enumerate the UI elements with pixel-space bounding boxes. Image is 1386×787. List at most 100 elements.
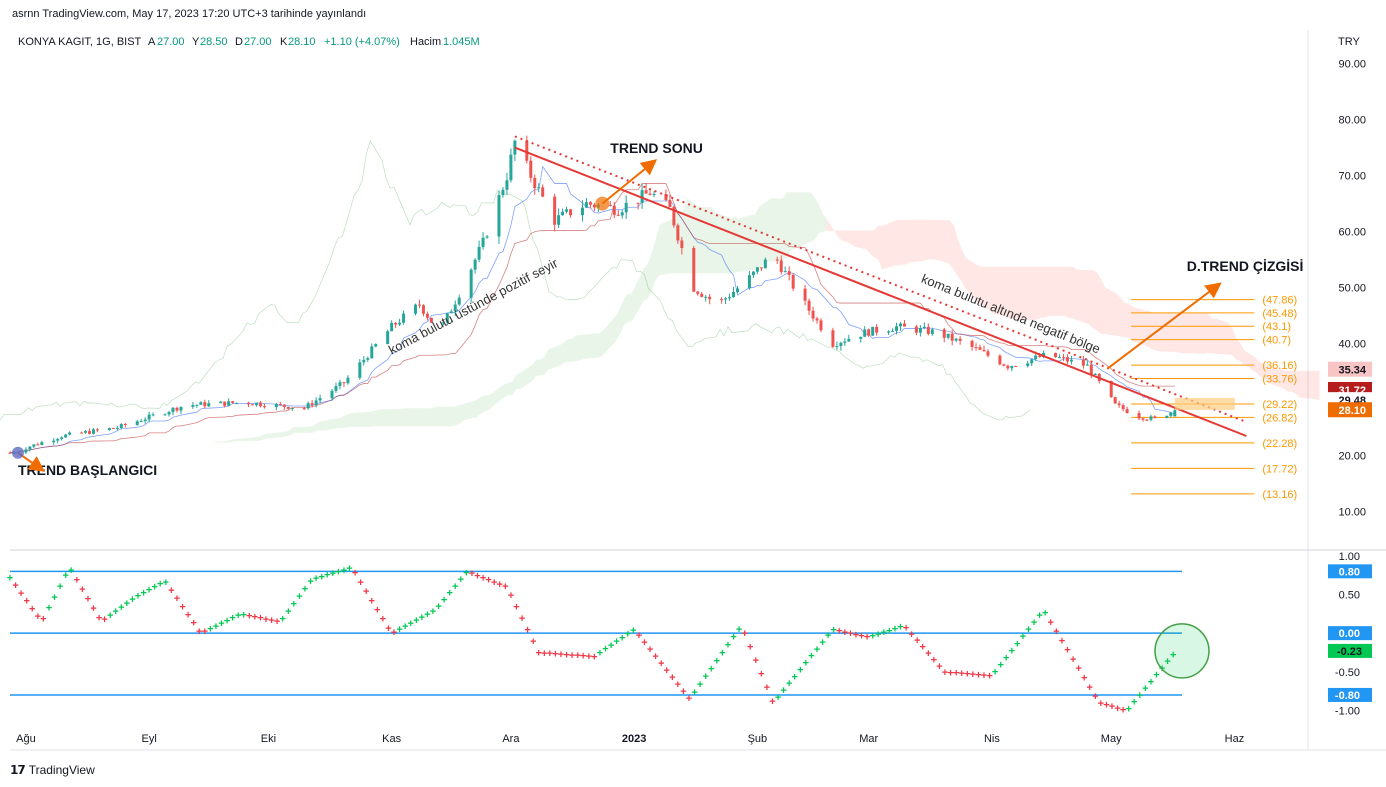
osc-plus-down: + <box>174 593 180 605</box>
osc-plus-up: + <box>241 609 247 621</box>
osc-plus-up: + <box>725 640 731 652</box>
osc-plus-down: + <box>480 573 486 585</box>
candle-down <box>80 432 84 434</box>
candle-down <box>1137 413 1141 419</box>
osc-plus-up: + <box>218 618 224 630</box>
candle-down <box>636 202 640 204</box>
legend-high-value: 28.50 <box>200 36 228 48</box>
candle-up <box>163 414 167 416</box>
osc-plus-down: + <box>541 648 547 660</box>
footer-brand[interactable]: 𝟭𝟳 TradingView <box>10 763 95 777</box>
time-axis[interactable]: Ağu Eyl Eki Kas Ara 2023 Şub Mar Nis May Haz <box>16 733 1244 745</box>
osc-plus-up: + <box>897 622 903 634</box>
candle-up <box>839 342 843 347</box>
osc-plus-down: + <box>190 618 196 630</box>
candle-up <box>290 407 294 409</box>
legend-close-value: 28.10 <box>288 36 316 48</box>
candle-up <box>107 428 111 431</box>
candle-up <box>899 323 903 327</box>
candle-down <box>533 177 537 189</box>
osc-plus-up: + <box>825 630 831 642</box>
downtrend-line <box>514 146 1247 437</box>
candle-down <box>815 318 819 321</box>
candle-down <box>970 340 974 348</box>
candle-down <box>958 338 962 341</box>
osc-plus-up: + <box>786 678 792 690</box>
osc-plus-up: + <box>324 570 330 582</box>
candle-up <box>505 180 509 190</box>
currency-label: TRY <box>1338 36 1360 48</box>
ichimoku-cloud <box>154 192 1320 453</box>
legend-open-value: 27.00 <box>157 36 185 48</box>
time-tick-label: Eyl <box>142 733 157 745</box>
candle-down <box>1081 359 1085 366</box>
fib-level-label: (26.82) <box>1262 412 1297 424</box>
price-tick-label: 40.00 <box>1338 339 1366 351</box>
osc-plus-up: + <box>291 598 297 610</box>
annotation-positive-zone: koma bulutu üstünde pozitif seyir <box>386 255 561 357</box>
price-tick-label: 90.00 <box>1338 59 1366 71</box>
osc-plus-up: + <box>318 571 324 583</box>
candle-down <box>807 300 811 311</box>
candle-down <box>1121 405 1125 410</box>
candle-up <box>584 202 588 208</box>
time-tick-label: Kas <box>382 733 401 745</box>
osc-plus-down: + <box>758 669 764 681</box>
candle-down <box>310 403 314 406</box>
osc-plus-down: + <box>1087 682 1093 694</box>
osc-plus-up: + <box>313 573 319 585</box>
osc-plus-down: + <box>953 668 959 680</box>
osc-plus-down: + <box>636 630 642 642</box>
osc-level-badge <box>1328 626 1372 641</box>
time-tick-label: Eki <box>261 733 276 745</box>
candle-up <box>859 336 863 339</box>
osc-plus-down: + <box>959 668 965 680</box>
osc-plus-down: + <box>764 682 770 694</box>
osc-plus-down: + <box>641 637 647 649</box>
candle-up <box>84 431 88 433</box>
osc-plus-down: + <box>474 570 480 582</box>
osc-tick-label: -1.00 <box>1335 705 1360 717</box>
annotation-trend-start: TREND BAŞLANGICI <box>18 462 157 478</box>
price-axis[interactable]: 90.0080.0070.0060.0050.0040.0030.0020.00… <box>1328 59 1372 519</box>
candle-down <box>612 205 616 215</box>
osc-plus-up: + <box>1131 697 1137 709</box>
osc-plus-down: + <box>85 594 91 606</box>
candle-up <box>135 421 139 425</box>
candle-up <box>115 428 119 430</box>
candle-down <box>1153 416 1157 418</box>
osc-plus-down: + <box>858 630 864 642</box>
osc-plus-down: + <box>741 628 747 640</box>
candle-up <box>24 449 28 453</box>
osc-plus-down: + <box>79 584 85 596</box>
osc-plus-down: + <box>986 670 992 682</box>
osc-plus-down: + <box>1075 663 1081 675</box>
osc-plus-up: + <box>330 568 336 580</box>
osc-plus-down: + <box>40 613 46 625</box>
candle-down <box>1065 357 1069 362</box>
osc-current-badge <box>1328 643 1372 658</box>
osc-plus-up: + <box>730 632 736 644</box>
candle-up <box>219 401 223 404</box>
candle-up <box>235 402 239 404</box>
osc-plus-down: + <box>469 568 475 580</box>
candle-down <box>811 310 815 319</box>
candle-up <box>477 246 481 260</box>
candle-down <box>616 214 620 216</box>
osc-plus-up: + <box>875 629 881 641</box>
candle-up <box>274 404 278 408</box>
candle-up <box>843 341 847 343</box>
osc-plus-up: + <box>619 632 625 644</box>
osc-plus-down: + <box>196 626 202 638</box>
candle-down <box>759 267 763 269</box>
osc-plus-up: + <box>697 679 703 691</box>
osc-plus-down: + <box>903 622 909 634</box>
osc-plus-down: + <box>391 627 397 639</box>
osc-plus-down: + <box>1053 626 1059 638</box>
annotation-trend-end: TREND SONU <box>610 140 703 156</box>
osc-plus-up: + <box>1153 670 1159 682</box>
osc-level-label: -0.80 <box>1335 690 1360 702</box>
osc-plus-up: + <box>458 574 464 586</box>
candle-up <box>143 419 147 422</box>
